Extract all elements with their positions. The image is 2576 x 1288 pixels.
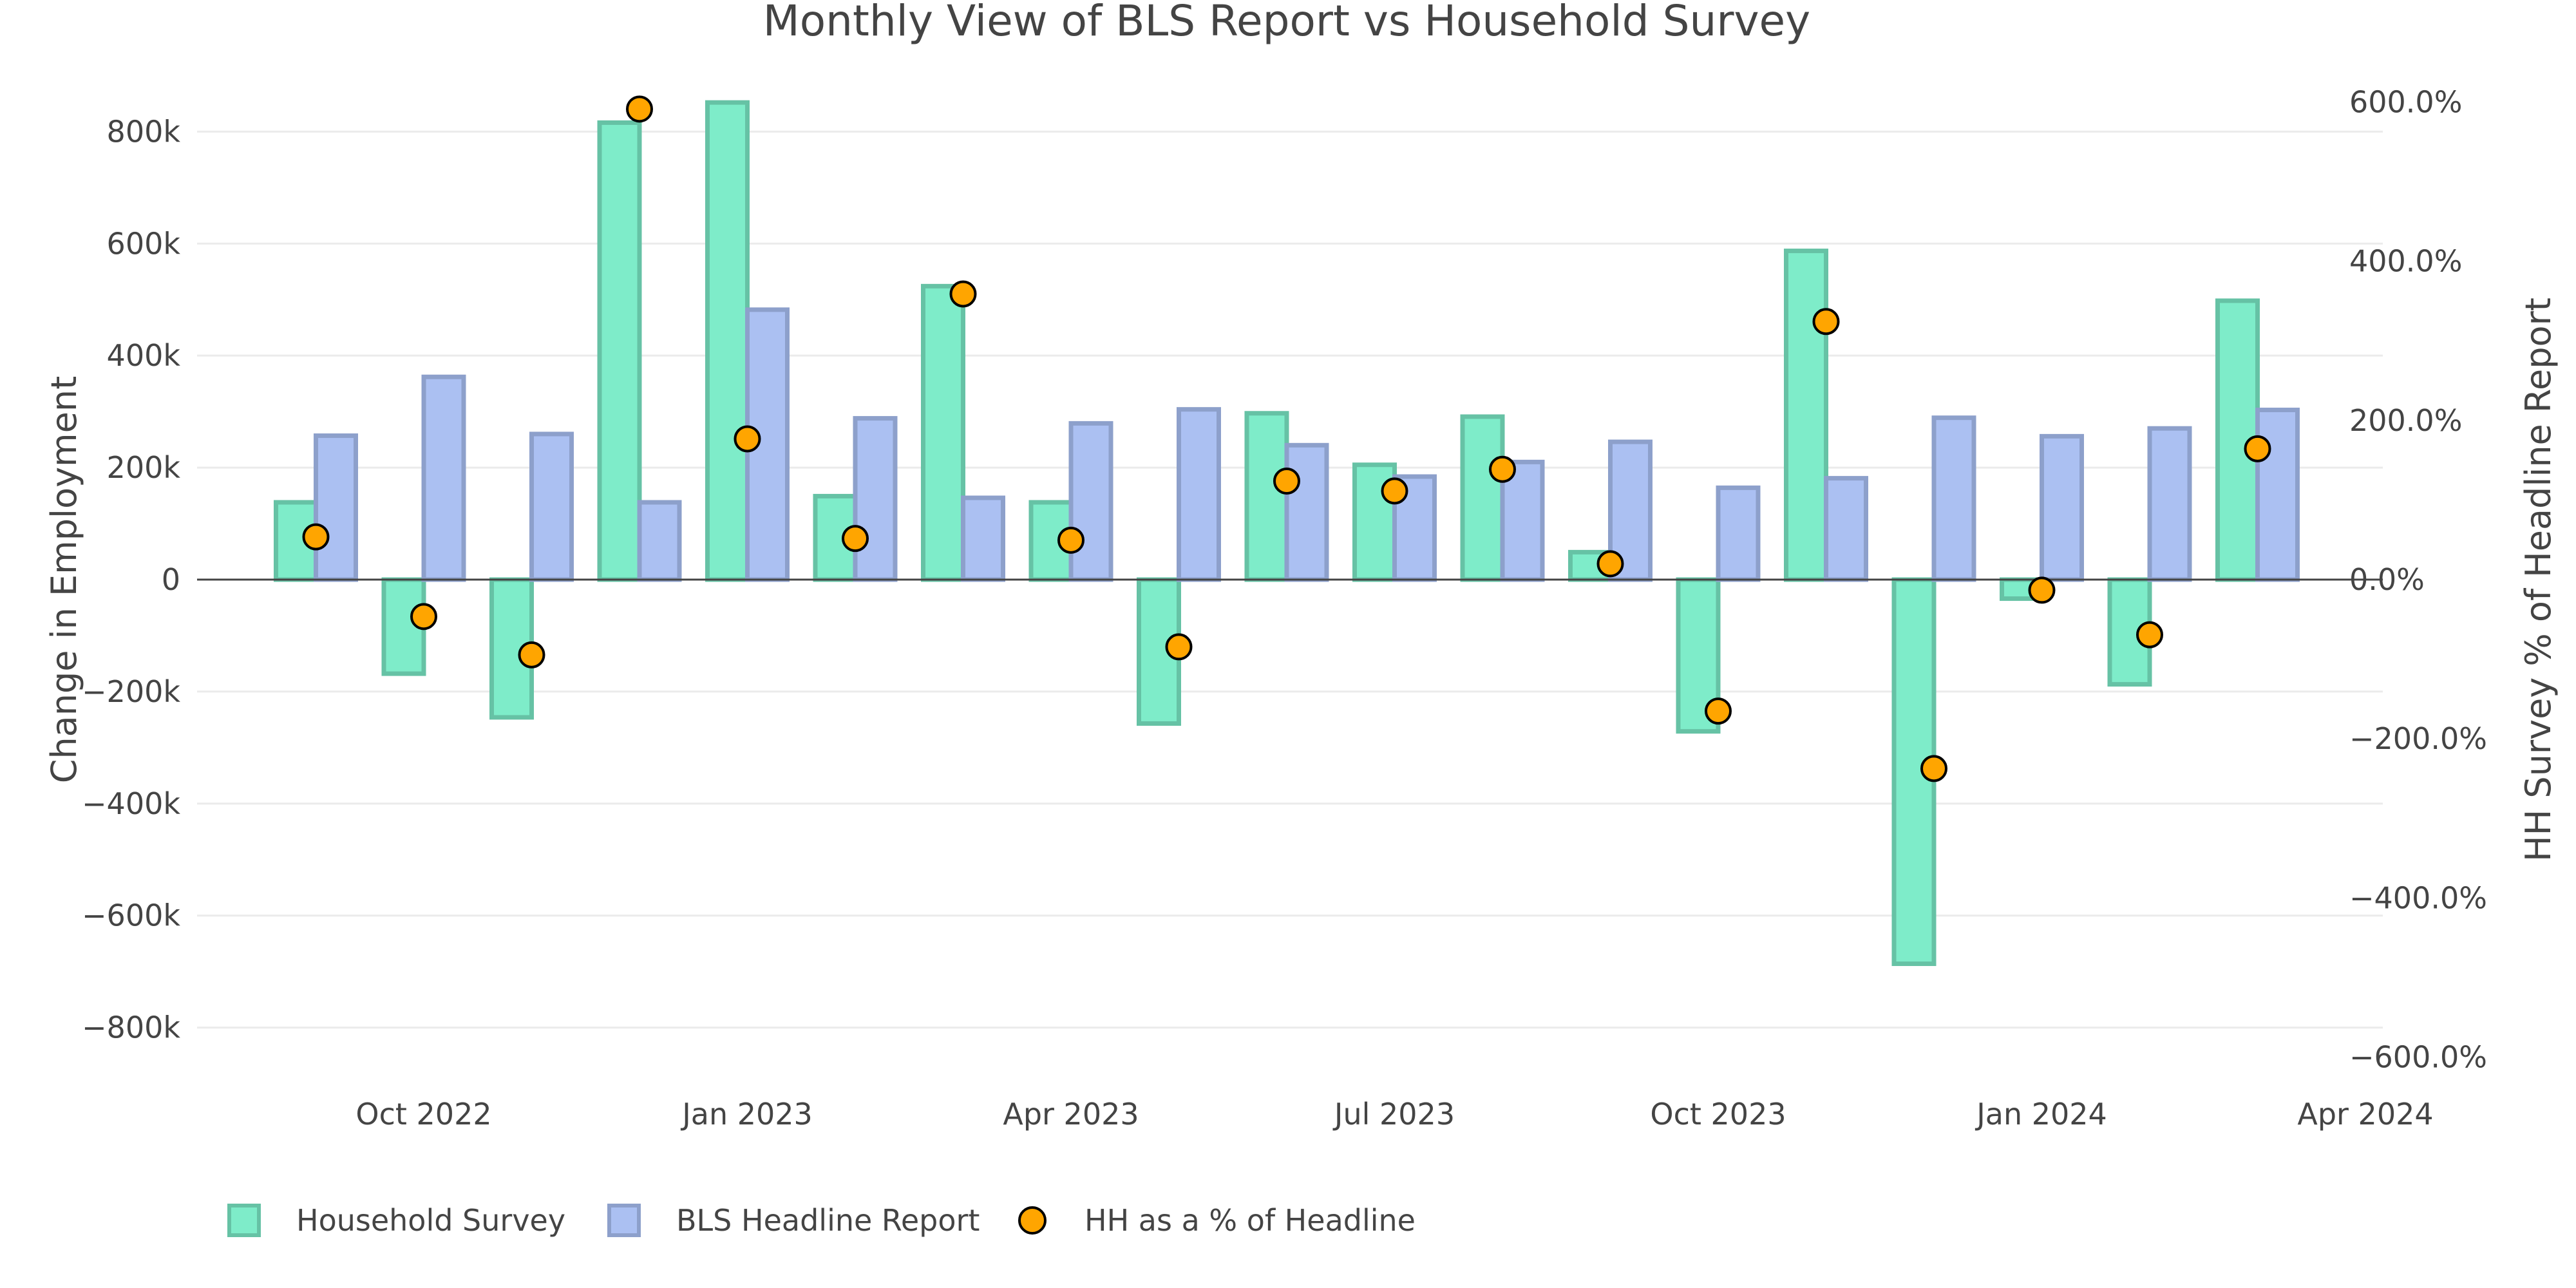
hh-percent-point bbox=[1165, 633, 1193, 661]
y-tick-label: −800k bbox=[82, 1010, 180, 1045]
household-survey-bar bbox=[1784, 249, 1828, 582]
legend: Household Survey BLS Headline Report HH as… bbox=[227, 1203, 1416, 1238]
hh-percent-point bbox=[626, 95, 653, 123]
household-survey-bar bbox=[1244, 411, 1289, 582]
x-tick-label: Jan 2023 bbox=[680, 1097, 813, 1132]
hh-percent-point bbox=[2028, 576, 2056, 604]
bls-headline-bar bbox=[2255, 408, 2300, 582]
household-survey-bar bbox=[921, 283, 965, 582]
hh-percent-point bbox=[2136, 621, 2163, 649]
bls-headline-bar bbox=[1284, 442, 1329, 582]
y-axis-title: Change in Employment bbox=[44, 376, 84, 784]
bls-headline-bar bbox=[637, 500, 682, 582]
hh-percent-point bbox=[410, 603, 437, 630]
hh-percent-point bbox=[2244, 435, 2271, 462]
legend-hh-percent: HH as a % of Headline bbox=[1018, 1203, 1416, 1238]
hh-percent-point bbox=[518, 641, 545, 668]
y-tick-label: −200k bbox=[82, 674, 180, 709]
household-survey-bar bbox=[1352, 462, 1397, 582]
hh-percent-point bbox=[1273, 468, 1300, 495]
x-tick-label: Apr 2023 bbox=[1003, 1097, 1139, 1132]
legend-label: HH as a % of Headline bbox=[1084, 1203, 1416, 1238]
bls-headline-bar bbox=[2147, 426, 2192, 582]
hh-percent-point bbox=[1489, 455, 1516, 483]
y-tick-label: −400k bbox=[82, 786, 180, 821]
legend-label: BLS Headline Report bbox=[676, 1203, 980, 1238]
x-tick-label: Oct 2023 bbox=[1650, 1097, 1786, 1132]
bls-headline-bar bbox=[1068, 421, 1113, 582]
hh-percent-point bbox=[734, 425, 761, 453]
y2-tick-label: −200.0% bbox=[2349, 721, 2487, 756]
bls-headline-bar bbox=[2040, 433, 2084, 582]
y2-tick-label: 200.0% bbox=[2349, 403, 2462, 438]
y-tick-label: 200k bbox=[107, 450, 181, 485]
x-tick-label: Oct 2022 bbox=[355, 1097, 491, 1132]
chart-title: Monthly View of BLS Report vs Household … bbox=[763, 0, 1810, 46]
x-axis-ticks: Oct 2022 Jan 2023 Apr 2023 Jul 2023 Oct 2023… bbox=[355, 1097, 2433, 1132]
bls-headline-swatch bbox=[607, 1204, 641, 1237]
y-tick-label: 800k bbox=[107, 114, 181, 149]
y2-axis-ticks: 600.0% 400.0% 200.0% 0.0% −200.0% −400.0% −600… bbox=[2349, 85, 2487, 1075]
hh-percent-point bbox=[1812, 308, 1840, 336]
hh-percent-point bbox=[842, 525, 869, 553]
y2-tick-label: −600.0% bbox=[2349, 1039, 2487, 1074]
legend-label: Household Survey bbox=[296, 1203, 565, 1238]
household-survey-bar bbox=[274, 500, 318, 582]
points bbox=[302, 95, 2271, 782]
y2-tick-label: −400.0% bbox=[2349, 880, 2487, 915]
hh-percent-point bbox=[949, 280, 977, 308]
household-survey-bar bbox=[705, 100, 750, 582]
bls-headline-bar bbox=[961, 495, 1005, 582]
household-survey-bar bbox=[1460, 414, 1505, 582]
bls-headline-bar bbox=[1716, 485, 1761, 582]
legend-bls-headline: BLS Headline Report bbox=[607, 1203, 980, 1238]
bls-headline-bar bbox=[853, 416, 898, 582]
bls-headline-bar bbox=[1177, 407, 1221, 582]
hh-percent-point bbox=[1596, 550, 1624, 578]
household-survey-swatch bbox=[227, 1204, 261, 1237]
bars bbox=[274, 100, 2300, 967]
x-tick-label: Jul 2023 bbox=[1332, 1097, 1455, 1132]
x-tick-label: Jan 2024 bbox=[1975, 1097, 2107, 1132]
bls-headline-bar bbox=[529, 431, 574, 582]
y-tick-label: 400k bbox=[107, 338, 181, 373]
y-tick-label: −600k bbox=[82, 898, 180, 933]
y2-tick-label: 0.0% bbox=[2349, 562, 2425, 597]
hh-percent-point bbox=[1705, 697, 1732, 725]
hh-percent-point bbox=[302, 523, 330, 551]
hh-percent-point bbox=[1920, 755, 1947, 782]
y-tick-label: 0 bbox=[162, 562, 180, 597]
x-tick-label: Apr 2024 bbox=[2297, 1097, 2433, 1132]
y2-tick-label: 600.0% bbox=[2349, 85, 2462, 120]
hh-percent-point bbox=[1381, 477, 1408, 505]
hh-percent-point bbox=[1057, 526, 1084, 554]
bls-headline-bar bbox=[1500, 459, 1545, 582]
y2-tick-label: 400.0% bbox=[2349, 244, 2462, 279]
y-tick-label: 600k bbox=[107, 226, 181, 261]
household-survey-bar bbox=[597, 120, 642, 582]
y2-axis-title: HH Survey % of Headline Report bbox=[2518, 298, 2559, 862]
bls-headline-bar bbox=[421, 374, 466, 582]
bls-headline-bar bbox=[1824, 476, 1868, 582]
bls-headline-bar bbox=[314, 433, 358, 582]
hh-percent-swatch bbox=[1018, 1206, 1046, 1235]
y-axis-ticks: 800k 600k 400k 200k 0 −200k −400k −600k −800k bbox=[82, 114, 180, 1045]
bls-headline-bar bbox=[1931, 415, 1976, 582]
legend-household-survey: Household Survey bbox=[227, 1203, 565, 1238]
